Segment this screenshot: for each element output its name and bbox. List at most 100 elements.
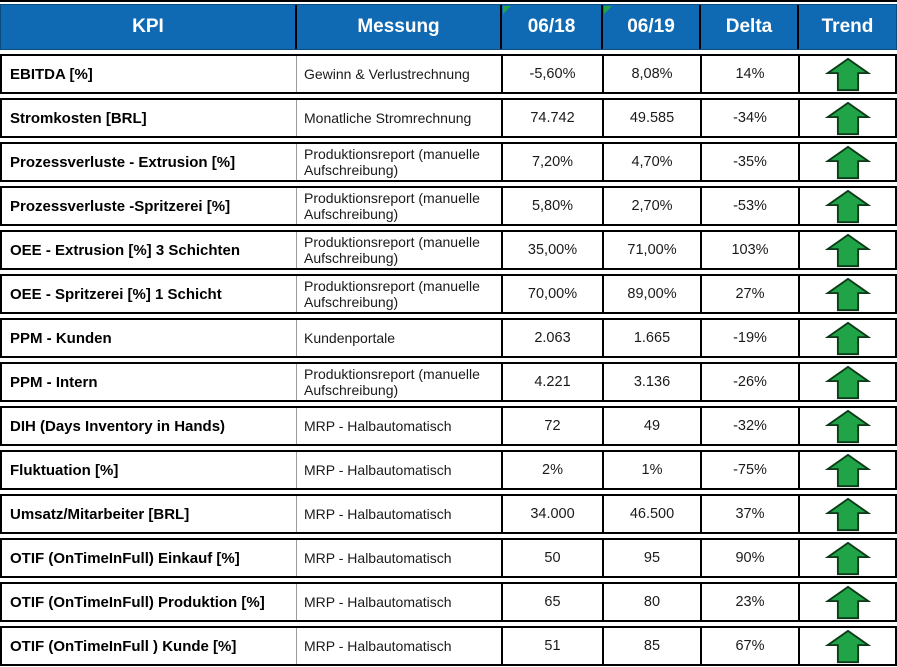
value-0619-cell: 80 xyxy=(602,584,700,620)
value-0618-cell: 65 xyxy=(501,584,602,620)
trend-cell xyxy=(798,320,895,356)
value-0619-cell: 49.585 xyxy=(602,100,700,136)
kpi-cell: Prozessverluste -Spritzerei [%] xyxy=(10,197,231,215)
messung-cell: Produktionsreport (manuelle Aufschreibun… xyxy=(296,364,501,400)
kpi-cell: Umsatz/Mitarbeiter [BRL] xyxy=(10,505,190,523)
delta-cell: 23% xyxy=(700,584,798,620)
delta-cell: 37% xyxy=(700,496,798,532)
messung-cell: Gewinn & Verlustrechnung xyxy=(296,56,501,92)
table-row: PPM - Intern Produktionsreport (manuelle… xyxy=(0,362,897,402)
value-0619-cell: 71,00% xyxy=(602,232,700,268)
delta-cell: 27% xyxy=(700,276,798,312)
value-0618-cell: 35,00% xyxy=(501,232,602,268)
trend-up-arrow-icon xyxy=(824,453,871,487)
value-0619-cell: 46.500 xyxy=(602,496,700,532)
trend-cell xyxy=(798,56,895,92)
trend-up-arrow-icon xyxy=(824,321,871,355)
delta-cell: 67% xyxy=(700,628,798,664)
trend-up-arrow-icon xyxy=(824,585,871,619)
header-0619: 06/19 xyxy=(601,5,699,49)
kpi-cell: Stromkosten [BRL] xyxy=(10,109,147,127)
value-0618-cell: -5,60% xyxy=(501,56,602,92)
value-0618-cell: 5,80% xyxy=(501,188,602,224)
kpi-cell: OEE - Spritzerei [%] 1 Schicht xyxy=(10,285,222,303)
delta-cell: -35% xyxy=(700,144,798,180)
table-row: Prozessverluste -Spritzerei [%] Produkti… xyxy=(0,186,897,226)
table-row: EBITDA [%] Gewinn & Verlustrechnung -5,6… xyxy=(0,54,897,94)
kpi-cell: Fluktuation [%] xyxy=(10,461,119,479)
header-0618: 06/18 xyxy=(500,5,601,49)
value-0619-cell: 49 xyxy=(602,408,700,444)
kpi-cell: PPM - Kunden xyxy=(10,329,112,347)
value-0619-cell: 85 xyxy=(602,628,700,664)
table-row: DIH (Days Inventory in Hands) MRP - Halb… xyxy=(0,406,897,446)
messung-cell: MRP - Halbautomatisch xyxy=(296,408,501,444)
trend-up-arrow-icon xyxy=(824,277,871,311)
value-0619-cell: 8,08% xyxy=(602,56,700,92)
kpi-cell: OTIF (OnTimeInFull ) Kunde [%] xyxy=(10,637,237,655)
value-0618-cell: 72 xyxy=(501,408,602,444)
value-0619-cell: 95 xyxy=(602,540,700,576)
value-0619-cell: 1.665 xyxy=(602,320,700,356)
header-trend: Trend xyxy=(797,5,896,49)
table-row: OEE - Spritzerei [%] 1 Schicht Produktio… xyxy=(0,274,897,314)
table-row: OTIF (OnTimeInFull ) Kunde [%] MRP - Hal… xyxy=(0,626,897,666)
cell-corner-marker-icon xyxy=(503,6,511,14)
trend-up-arrow-icon xyxy=(824,233,871,267)
header-kpi: KPI xyxy=(132,16,164,37)
messung-cell: MRP - Halbautomatisch xyxy=(296,496,501,532)
trend-up-arrow-icon xyxy=(824,145,871,179)
messung-cell: MRP - Halbautomatisch xyxy=(296,452,501,488)
delta-cell: 90% xyxy=(700,540,798,576)
value-0619-cell: 2,70% xyxy=(602,188,700,224)
trend-up-arrow-icon xyxy=(824,365,871,399)
table-row: Fluktuation [%] MRP - Halbautomatisch 2%… xyxy=(0,450,897,490)
value-0618-cell: 7,20% xyxy=(501,144,602,180)
trend-cell xyxy=(798,232,895,268)
value-0619-cell: 3.136 xyxy=(602,364,700,400)
header-messung: Messung xyxy=(295,5,500,49)
kpi-cell: OTIF (OnTimeInFull) Produktion [%] xyxy=(10,593,265,611)
delta-cell: -19% xyxy=(700,320,798,356)
delta-cell: 14% xyxy=(700,56,798,92)
kpi-cell: Prozessverluste - Extrusion [%] xyxy=(10,153,236,171)
trend-cell xyxy=(798,144,895,180)
delta-cell: -26% xyxy=(700,364,798,400)
value-0618-cell: 74.742 xyxy=(501,100,602,136)
kpi-cell: DIH (Days Inventory in Hands) xyxy=(10,417,226,435)
table-row: OTIF (OnTimeInFull) Einkauf [%] MRP - Ha… xyxy=(0,538,897,578)
table-body: EBITDA [%] Gewinn & Verlustrechnung -5,6… xyxy=(0,54,897,666)
trend-cell xyxy=(798,540,895,576)
messung-cell: Produktionsreport (manuelle Aufschreibun… xyxy=(296,144,501,180)
header-delta: Delta xyxy=(699,5,797,49)
trend-up-arrow-icon xyxy=(824,497,871,531)
value-0619-cell: 4,70% xyxy=(602,144,700,180)
trend-cell xyxy=(798,408,895,444)
cell-corner-marker-icon xyxy=(604,6,612,14)
value-0618-cell: 50 xyxy=(501,540,602,576)
messung-cell: Produktionsreport (manuelle Aufschreibun… xyxy=(296,188,501,224)
delta-cell: -53% xyxy=(700,188,798,224)
table-row: OEE - Extrusion [%] 3 Schichten Produkti… xyxy=(0,230,897,270)
trend-cell xyxy=(798,584,895,620)
table-row: Stromkosten [BRL] Monatliche Stromrechnu… xyxy=(0,98,897,138)
messung-cell: MRP - Halbautomatisch xyxy=(296,540,501,576)
messung-cell: Produktionsreport (manuelle Aufschreibun… xyxy=(296,276,501,312)
trend-cell xyxy=(798,100,895,136)
trend-up-arrow-icon xyxy=(824,409,871,443)
messung-cell: Produktionsreport (manuelle Aufschreibun… xyxy=(296,232,501,268)
trend-up-arrow-icon xyxy=(824,189,871,223)
trend-cell xyxy=(798,364,895,400)
value-0619-cell: 89,00% xyxy=(602,276,700,312)
delta-cell: -32% xyxy=(700,408,798,444)
value-0618-cell: 34.000 xyxy=(501,496,602,532)
trend-cell xyxy=(798,628,895,664)
table-row: Prozessverluste - Extrusion [%] Produkti… xyxy=(0,142,897,182)
trend-up-arrow-icon xyxy=(824,629,871,663)
table-row: Umsatz/Mitarbeiter [BRL] MRP - Halbautom… xyxy=(0,494,897,534)
delta-cell: 103% xyxy=(700,232,798,268)
value-0618-cell: 2% xyxy=(501,452,602,488)
delta-cell: -75% xyxy=(700,452,798,488)
trend-cell xyxy=(798,452,895,488)
